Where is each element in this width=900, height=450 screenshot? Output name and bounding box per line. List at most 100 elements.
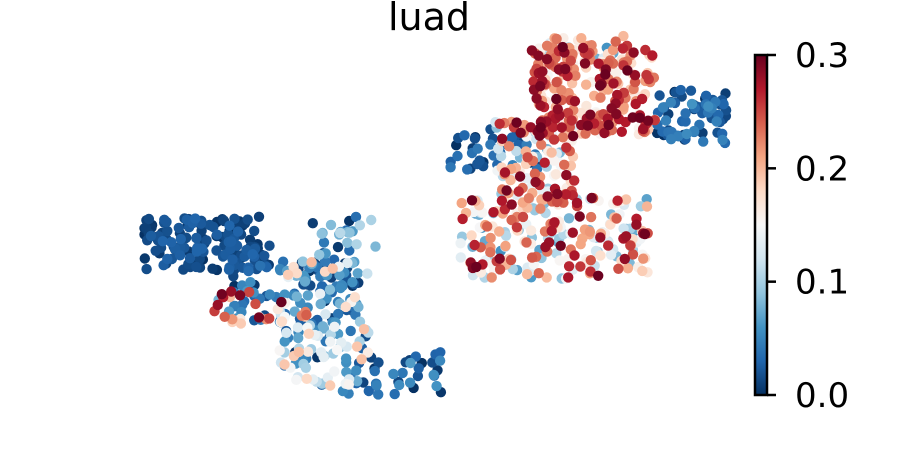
scatter-point [499, 167, 511, 178]
scatter-point [641, 201, 653, 212]
scatter-point [556, 122, 567, 133]
scatter-point [582, 120, 593, 131]
scatter-point [226, 236, 237, 247]
scatter-point [362, 347, 374, 358]
scatter-point [566, 115, 577, 126]
scatter-point [302, 346, 314, 357]
scatter-point [574, 211, 585, 222]
scatter-point [611, 213, 622, 224]
scatter-point [535, 81, 546, 92]
scatter-point [494, 253, 505, 264]
scatter-point [456, 197, 467, 209]
scatter-point [550, 169, 562, 180]
scatter-point [549, 217, 560, 228]
scatter-point [575, 239, 586, 250]
scatter-point [586, 192, 597, 204]
scatter-point [557, 132, 569, 143]
scatter-point [513, 186, 524, 197]
scatter-point [718, 99, 729, 110]
scatter-point [665, 134, 677, 145]
scatter-point [162, 225, 173, 237]
scatter-point [541, 272, 552, 283]
scatter-point [482, 221, 493, 232]
scatter-point [219, 311, 230, 322]
scatter-point [488, 207, 499, 218]
scatter-point [325, 336, 336, 347]
scatter-point [253, 211, 265, 222]
scatter-point [358, 324, 370, 335]
scatter-point [536, 139, 547, 150]
scatter-point [575, 261, 586, 272]
scatter-point [245, 277, 256, 288]
scatter-point [546, 225, 557, 237]
scatter-point [174, 250, 186, 261]
scatter-point [505, 254, 517, 266]
scatter-point [526, 252, 538, 263]
scatter-point [585, 255, 596, 266]
scatter-point [641, 69, 652, 81]
scatter-point [324, 284, 336, 295]
scatter-point [485, 232, 496, 244]
scatter-point [302, 290, 314, 301]
scatter-point [541, 54, 553, 65]
scatter-point [143, 213, 155, 225]
scatter-point [552, 104, 563, 115]
scatter-point [279, 359, 290, 370]
scatter-point [618, 30, 629, 42]
scatter-point [515, 127, 526, 138]
scatter-point [162, 253, 173, 265]
scatter-point [578, 42, 589, 54]
scatter-point [506, 199, 517, 210]
scatter-point [452, 150, 463, 162]
scatter-point [625, 240, 636, 251]
scatter-point [291, 291, 302, 302]
scatter-point [634, 112, 645, 124]
scatter-point [620, 194, 632, 205]
scatter-point [521, 237, 532, 248]
scatter-point [603, 119, 614, 131]
scatter-point [191, 232, 202, 244]
scatter-point [541, 40, 553, 51]
scatter-point [540, 241, 551, 253]
scatter-point [585, 211, 597, 223]
scatter-point [352, 376, 363, 387]
scatter-point [345, 325, 356, 337]
scatter-point [569, 96, 581, 107]
scatter-point [455, 238, 466, 249]
scatter-point [548, 134, 560, 145]
scatter-point [371, 380, 382, 391]
scatter-point [297, 256, 309, 267]
scatter-point [235, 318, 247, 329]
scatter-point [226, 286, 237, 297]
scatter-point [466, 195, 478, 206]
scatter-point [227, 254, 238, 265]
scatter-point [612, 195, 623, 206]
scatter-point [212, 299, 223, 311]
scatter-point [657, 102, 669, 113]
scatter-point [551, 33, 562, 45]
scatter-point [303, 328, 315, 339]
scatter-point [605, 249, 617, 260]
scatter-point [523, 193, 534, 204]
scatter-point [586, 40, 597, 51]
scatter-point [445, 162, 456, 173]
scatter-point [279, 336, 290, 347]
scatter-point [595, 92, 606, 103]
scatter-point [537, 66, 548, 77]
scatter-point [599, 127, 610, 139]
scatter-point [556, 85, 567, 96]
scatter-point [640, 44, 651, 56]
scatter-point [244, 286, 255, 298]
scatter-point [569, 250, 580, 261]
scatter-point [522, 152, 533, 163]
scatter-point [264, 289, 275, 300]
scatter-point [631, 219, 642, 230]
scatter-point [397, 367, 408, 379]
colorbar-tick-label: 0.1 [795, 263, 849, 303]
scatter-point [315, 288, 326, 299]
scatter-point [211, 229, 223, 240]
scatter-point [352, 268, 363, 279]
scatter-point [389, 388, 400, 400]
scatter-point [521, 269, 533, 280]
scatter-point [559, 159, 570, 170]
